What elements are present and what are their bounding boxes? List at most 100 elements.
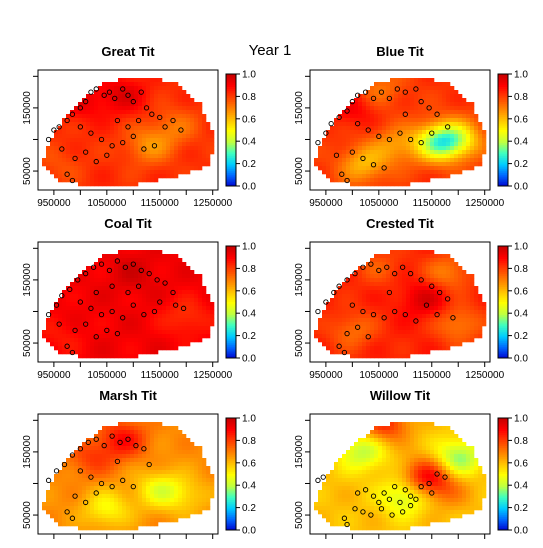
panel-title: Blue Tit (376, 44, 424, 59)
colorbar-tick-label: 0.4 (242, 137, 256, 148)
survey-point (75, 277, 81, 283)
survey-point (141, 311, 147, 318)
survey-point (133, 442, 139, 449)
survey-point (429, 130, 435, 136)
survey-point (104, 327, 110, 334)
colorbar-tick-label: 1.0 (242, 242, 256, 253)
colorbar-tick-label: 1.0 (514, 414, 528, 425)
y-tick-label: 150000 (22, 435, 33, 469)
survey-point (130, 302, 136, 308)
survey-point (349, 149, 356, 155)
survey-point (381, 315, 387, 321)
colorbar: 0.0 0.2 0.4 0.6 0.8 1.0 (225, 414, 256, 537)
survey-point (85, 439, 91, 446)
survey-point (82, 149, 89, 155)
survey-point (59, 293, 65, 299)
survey-point (120, 477, 126, 483)
survey-point (368, 261, 374, 267)
survey-point (402, 487, 408, 493)
panel-blue-tit: Blue Tit 950000 1050000 1150000 1250000 50000… (294, 44, 528, 209)
y-tick-label: 50000 (294, 157, 305, 185)
colorbar-tick-label: 0.6 (242, 286, 256, 297)
panel-title: Coal Tit (104, 216, 152, 231)
survey-point (323, 130, 329, 136)
survey-point (109, 308, 115, 315)
survey-point (352, 506, 358, 512)
survey-point (360, 308, 366, 315)
survey-point (180, 305, 187, 311)
survey-point (418, 483, 424, 490)
survey-point (98, 261, 105, 267)
survey-point (392, 308, 398, 315)
survey-point (106, 267, 113, 274)
survey-point (402, 311, 408, 318)
survey-point (320, 474, 326, 480)
survey-point (93, 289, 99, 296)
survey-point (59, 146, 65, 152)
y-tick-label: 150000 (294, 435, 305, 469)
y-tick-label: 150000 (22, 91, 33, 125)
survey-point (339, 171, 345, 177)
survey-point (402, 111, 408, 117)
survey-point (370, 311, 377, 318)
plot-frame (37, 413, 219, 535)
survey-point (53, 302, 60, 308)
survey-point (323, 299, 329, 305)
survey-point (370, 493, 377, 499)
survey-point (418, 277, 424, 283)
survey-point (130, 98, 136, 105)
survey-point (114, 330, 121, 337)
survey-point (172, 302, 179, 308)
x-tick-label: 1250000 (465, 370, 504, 381)
survey-point (341, 349, 348, 356)
survey-point (151, 143, 158, 149)
survey-point (109, 483, 115, 490)
survey-point (90, 264, 97, 270)
survey-point (122, 264, 129, 270)
survey-point (407, 502, 414, 509)
survey-point (354, 92, 361, 98)
survey-point (53, 468, 60, 474)
survey-point (77, 299, 84, 305)
survey-point (389, 512, 395, 518)
survey-point (360, 264, 366, 270)
survey-point (444, 124, 451, 130)
colorbar: 0.0 0.2 0.4 0.6 0.8 1.0 (497, 242, 528, 365)
colorbar-tick-label: 0.4 (242, 481, 256, 492)
colorbar-tick-label: 0.6 (514, 286, 528, 297)
y-tick-label: 50000 (22, 157, 33, 185)
x-tick-label: 1150000 (413, 370, 452, 381)
survey-point (82, 270, 89, 277)
survey-point (362, 89, 369, 95)
x-tick-label: 1250000 (193, 370, 232, 381)
survey-point (442, 474, 448, 480)
y-tick-label: 50000 (22, 329, 33, 357)
survey-point (56, 124, 62, 130)
x-tick-label: 1050000 (359, 198, 398, 209)
survey-point (178, 127, 184, 133)
x-tick-label: 1250000 (193, 198, 232, 209)
survey-point (341, 515, 348, 521)
survey-point (413, 318, 419, 324)
survey-point (381, 490, 387, 496)
colorbar-tick-label: 0.8 (514, 436, 528, 447)
colorbar-tick-label: 1.0 (242, 414, 256, 425)
survey-point (72, 493, 78, 499)
survey-point (354, 121, 361, 127)
survey-point (349, 98, 356, 105)
panel-crested-tit: Crested Tit 950000 1050000 1150000 1250000 50… (294, 216, 528, 381)
colorbar-tick-label: 0.4 (514, 481, 528, 492)
survey-point (352, 270, 358, 277)
survey-point (394, 86, 401, 92)
colorbar-tick-label: 0.8 (242, 264, 256, 275)
colorbar-tick-label: 1.0 (514, 70, 528, 81)
survey-point (162, 124, 168, 130)
survey-point (365, 334, 371, 340)
survey-point (376, 133, 382, 139)
survey-point (69, 349, 76, 356)
plot-frame (37, 69, 219, 191)
panel-title: Willow Tit (370, 388, 431, 403)
survey-point (450, 315, 456, 321)
survey-point (315, 139, 321, 146)
